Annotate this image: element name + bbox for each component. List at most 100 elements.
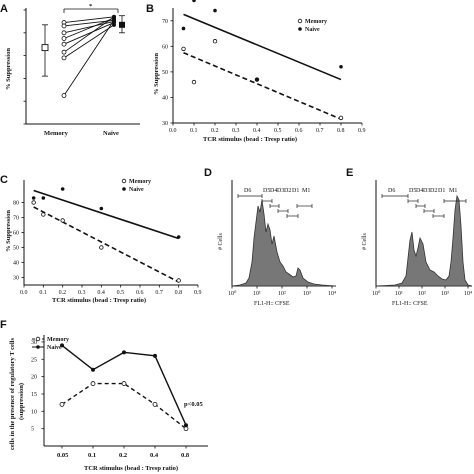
panel-b-memory-point-0 xyxy=(181,46,186,52)
panel-a-x-tick-naive: Naive xyxy=(103,130,119,137)
panel-f-legend-label-naive: Naive xyxy=(47,345,62,351)
panel-c-x-tick-label-0: 0.0 xyxy=(20,290,28,296)
panel-b-y-tick-label-1: 40 xyxy=(162,95,168,101)
panel-a-memory-point-3 xyxy=(61,36,67,41)
panel-f-memory-point-4 xyxy=(183,426,189,432)
panel-c-legend-marker-memory xyxy=(121,178,127,184)
panel-f-y-label-line2: (suppression) xyxy=(18,383,25,420)
panel-e-gate-d4: D4 xyxy=(416,188,423,194)
panel-f-y-tick-label-3: 20 xyxy=(31,375,37,381)
panel-b-legend-label-memory: Memory xyxy=(305,19,327,25)
panel-b-memory-point-2 xyxy=(212,39,218,44)
panel-d-gate-m1: M1 xyxy=(302,188,310,194)
panel-f-memory-point-2 xyxy=(121,381,127,386)
panel-c-naive-point-3 xyxy=(99,206,104,211)
panel-f-y-tick-label-1: 10 xyxy=(31,409,37,415)
panel-c-y-label: % Suppression xyxy=(5,210,12,252)
panel-d-x-label: FL1-H:: CFSE xyxy=(254,301,290,307)
panel-e-gate-d3: D3 xyxy=(423,188,430,194)
panel-f-y-tick-label-4: 25 xyxy=(31,357,37,363)
panel-c-x-tick-label-8: 0.8 xyxy=(175,290,183,296)
panel-f-chart: cells in the presence of regulatory T ce… xyxy=(9,335,208,472)
panel-label-e: E xyxy=(346,167,353,179)
panel-b-naive-point-0 xyxy=(181,26,186,31)
panel-a-pair-line-2 xyxy=(63,20,115,34)
panel-b-naive-point-1 xyxy=(192,0,196,3)
panel-e-x-tick-label-1: 10¹ xyxy=(395,291,403,297)
panel-a-pair-line-7 xyxy=(63,20,115,96)
panel-c-x-label: TCR stimulus (bead : Tresp ratio) xyxy=(52,297,146,304)
panel-f-naive-point-2 xyxy=(122,350,126,355)
panel-f-y-tick-label-2: 15 xyxy=(31,392,37,398)
panel-c-x-tick-label-6: 0.6 xyxy=(136,290,144,296)
panel-b-x-tick-label-9: 0.9 xyxy=(358,128,366,134)
panel-e-gate-d6: D6 xyxy=(388,188,395,194)
panel-a-pair-line-4 xyxy=(63,22,115,45)
panel-f-memory-point-3 xyxy=(152,401,158,407)
panel-b-y-tick-label-2: 50 xyxy=(162,70,168,76)
panel-b-x-tick-label-0: 0.0 xyxy=(169,128,177,134)
panel-c-fit-line-naive xyxy=(33,189,179,240)
panel-label-b: B xyxy=(146,3,154,15)
panel-d-x-tick-label-4: 10⁴ xyxy=(328,291,336,297)
panel-f-x-tick-label-4: 0.8 xyxy=(181,452,190,459)
panel-b-x-tick-label-7: 0.7 xyxy=(316,128,324,134)
panel-e-x-label: FL1-H:: CFSE xyxy=(392,301,428,307)
panel-a-memory-point-5 xyxy=(61,49,67,55)
panel-c-y-tick-label-5: 80 xyxy=(13,201,19,207)
panel-e-x-tick-label-0: 10⁰ xyxy=(372,290,381,297)
panel-d-histogram-area xyxy=(231,199,337,287)
panel-b-y-tick-label-3: 60 xyxy=(162,44,168,50)
panel-c-x-tick-label-9: 0.9 xyxy=(194,290,202,296)
panel-d-x-tick-label-0: 10⁰ xyxy=(228,290,237,297)
panel-a-pair-line-0 xyxy=(63,16,115,23)
panel-b-x-tick-label-2: 0.2 xyxy=(211,128,219,134)
panel-b-chart: % Suppression TCR stimulus (bead : Tresp… xyxy=(153,0,366,143)
panel-f-legend-marker-naive xyxy=(36,345,40,349)
panel-c-x-tick-label-5: 0.5 xyxy=(117,290,125,296)
panel-e-y-label: # Cells xyxy=(362,233,368,250)
panel-c-memory-point-2 xyxy=(60,218,65,223)
panel-c-legend-label-memory: Memory xyxy=(129,179,151,185)
panel-a-memory-point-6 xyxy=(61,55,67,61)
panel-label-d: D xyxy=(204,167,212,179)
panel-e-gate-d5: D5 xyxy=(409,188,416,194)
panel-e-x-tick-label-2: 10² xyxy=(418,291,426,297)
panel-a-memory-mean-marker xyxy=(41,44,49,52)
panel-a-pair-line-6 xyxy=(63,24,115,59)
panel-label-f: F xyxy=(0,319,7,331)
panel-b-legend-marker-memory xyxy=(297,18,303,24)
panel-b-naive-point-2 xyxy=(213,8,217,13)
panel-f-series-line-memory xyxy=(61,382,187,430)
panel-f-x-label: TCR stimulus (bead : Tresp ratio) xyxy=(84,465,178,472)
panel-f-legend-label-memory: Memory xyxy=(47,337,69,343)
panel-e-histogram-area xyxy=(375,194,473,287)
panel-e-gate-bars xyxy=(381,194,467,218)
panel-e-gate-m1: M1 xyxy=(449,188,457,194)
panel-f-x-tick-label-2: 0.2 xyxy=(119,452,127,459)
panel-b-legend-marker-naive xyxy=(298,27,302,31)
panel-f-y-label-line1: cells in the presence of regulatory T ce… xyxy=(9,338,16,450)
panel-a-memory-point-1 xyxy=(61,23,67,29)
panel-b-fit-line-memory xyxy=(183,51,342,120)
panel-c-x-tick-label-2: 0.2 xyxy=(59,290,67,296)
panel-b-y-tick-label-0: 30 xyxy=(162,121,168,127)
panel-c-x-tick-label-3: 0.3 xyxy=(78,290,86,296)
panel-a-pair-line-3 xyxy=(63,17,115,39)
panel-c-y-tick-label-1: 40 xyxy=(13,261,19,267)
panel-e-x-tick-label-3: 10³ xyxy=(441,291,449,297)
panel-b-x-tick-label-4: 0.4 xyxy=(253,128,261,134)
panel-b-memory-point-4 xyxy=(338,115,344,121)
panel-f-memory-point-1 xyxy=(90,381,96,386)
panel-e-gate-d2: D2 xyxy=(430,188,437,194)
panel-a-naive-point-7 xyxy=(112,18,116,23)
panel-a-memory-point-7 xyxy=(61,93,67,98)
panel-a-memory-point-4 xyxy=(61,41,67,47)
panel-d-gate-d1: D1 xyxy=(292,188,299,194)
panel-e-chart: # Cells FL1-H:: CFSE D6 D5 D4 D3 D2 D1 M… xyxy=(362,180,473,307)
panel-d-gate-d3: D3 xyxy=(277,188,284,194)
panel-c-fit-line-memory xyxy=(33,206,180,283)
panel-c-y-tick-label-4: 70 xyxy=(13,216,19,222)
panel-f-y-tick-label-0: 5 xyxy=(31,427,34,433)
